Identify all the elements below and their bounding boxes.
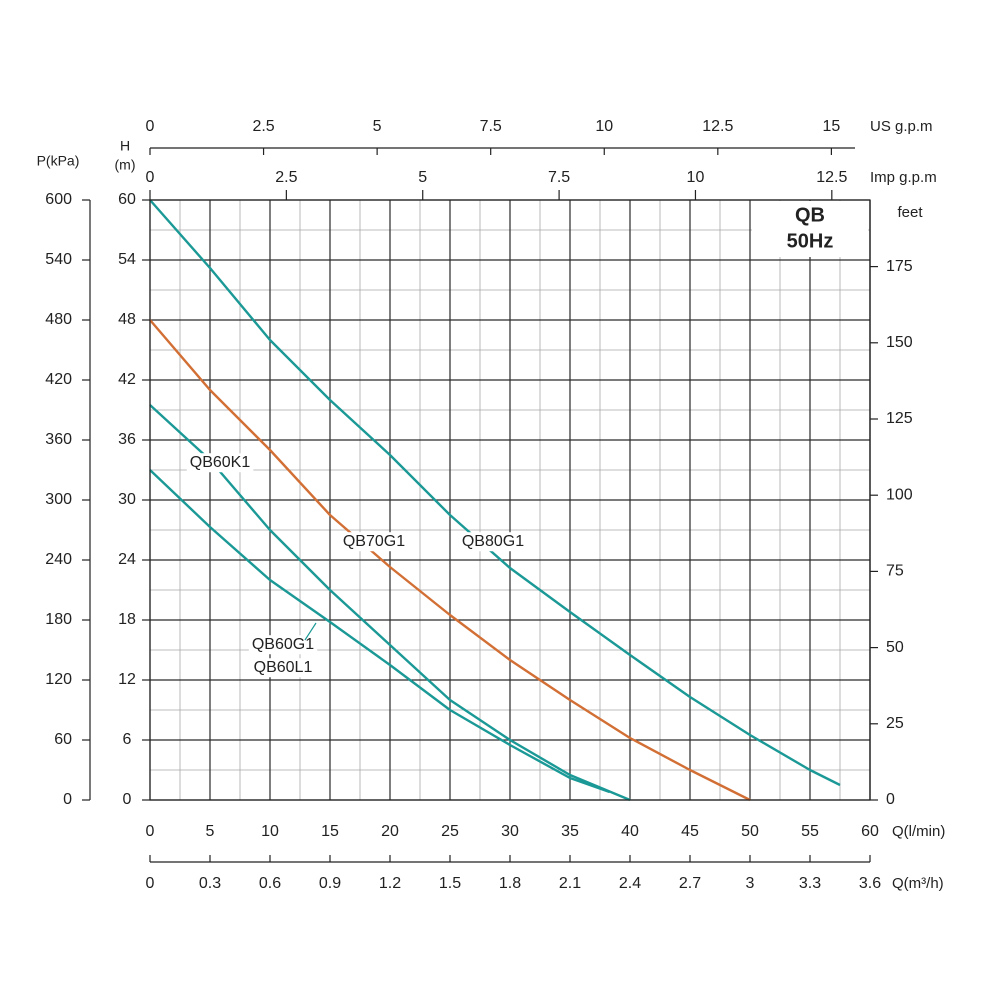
label-background: [250, 658, 316, 678]
axes: 0 5 10 15 20 25 30 35 40 45 50 55 600612182430364248…: [37, 118, 944, 892]
axis-tick-label: 50: [886, 639, 904, 656]
axis-tick-label: 0.6: [259, 875, 281, 892]
y-tick-label: 36: [118, 431, 136, 448]
curve-label: QB60K1: [190, 454, 251, 471]
axis-tick-label: 7.5: [548, 169, 570, 186]
chart-title: QB: [795, 204, 825, 226]
axis-title: Q(m³/h): [892, 875, 944, 892]
x-tick-label: 10: [261, 823, 279, 840]
x-tick-label: 45: [681, 823, 699, 840]
curve-label: QB70G1: [343, 533, 405, 550]
label-background: [248, 635, 318, 655]
grid: [149, 199, 871, 801]
curve-label: QB60L1: [254, 659, 313, 676]
chart-subtitle: 50Hz: [787, 230, 834, 252]
axis-title: P(kPa): [37, 153, 80, 169]
label-background: [339, 532, 409, 552]
axis-tick-label: 3.6: [859, 875, 881, 892]
x-tick-label: 60: [861, 823, 879, 840]
y-tick-label: 30: [118, 491, 136, 508]
y-tick-label: 42: [118, 371, 136, 388]
axis-tick-label: 12.5: [702, 118, 733, 135]
x-tick-label: 50: [741, 823, 759, 840]
y-tick-label: 18: [118, 611, 136, 628]
x-tick-label: 35: [561, 823, 579, 840]
axis-tick-label: 2.5: [275, 169, 297, 186]
axis-tick-label: 2.4: [619, 875, 641, 892]
axis-tick-label: 240: [45, 551, 72, 568]
axis-tick-label: 12.5: [816, 169, 847, 186]
y-tick-label: 6: [123, 731, 132, 748]
y-tick-label: 60: [118, 191, 136, 208]
x-tick-label: 15: [321, 823, 339, 840]
axis-tick-label: 420: [45, 371, 72, 388]
axis-tick-label: 120: [45, 671, 72, 688]
axis-tick-label: 0.9: [319, 875, 341, 892]
axis-title: US g.p.m: [870, 118, 933, 135]
axis-tick-label: 0: [146, 169, 155, 186]
x-tick-label: 55: [801, 823, 819, 840]
curve-label: QB60G1: [252, 636, 314, 653]
x-tick-label: 5: [206, 823, 215, 840]
axis-tick-label: 3: [746, 875, 755, 892]
y-tick-label: 48: [118, 311, 136, 328]
axis-tick-label: 0: [146, 875, 155, 892]
axis-tick-label: 10: [687, 169, 705, 186]
axis-tick-label: 360: [45, 431, 72, 448]
axis-tick-label: 10: [595, 118, 613, 135]
axis-tick-label: 540: [45, 251, 72, 268]
leader-line: [304, 622, 317, 641]
axis-tick-label: 25: [886, 715, 904, 732]
y-axis-title: H: [120, 138, 130, 154]
axis-tick-label: 3.3: [799, 875, 821, 892]
x-axis-title: Q(l/min): [892, 823, 945, 840]
curve: [149, 319, 751, 802]
curve: [149, 404, 631, 802]
axis-tick-label: 150: [886, 334, 913, 351]
axis-tick-label: 180: [45, 611, 72, 628]
axis-tick-label: 0: [886, 791, 895, 808]
axis-tick-label: 175: [886, 258, 913, 275]
x-tick-label: 0: [146, 823, 155, 840]
x-tick-label: 30: [501, 823, 519, 840]
axis-tick-label: 600: [45, 191, 72, 208]
curves: QB80G1 QB70G1 QB60K1 QB60G1 QB60L1: [149, 199, 841, 802]
axis-tick-label: 7.5: [480, 118, 502, 135]
axis-tick-label: 15: [822, 118, 840, 135]
axis-tick-label: 2.1: [559, 875, 581, 892]
x-tick-label: 20: [381, 823, 399, 840]
axis-tick-label: 5: [373, 118, 382, 135]
axis-tick-label: 0.3: [199, 875, 221, 892]
label-background: [186, 453, 254, 473]
x-tick-label: 25: [441, 823, 459, 840]
axis-tick-label: 125: [886, 410, 913, 427]
axis-tick-label: 1.2: [379, 875, 401, 892]
axis-tick-label: 1.5: [439, 875, 461, 892]
axis-tick-label: 1.8: [499, 875, 521, 892]
curve-label: QB80G1: [462, 533, 524, 550]
y-tick-label: 0: [123, 791, 132, 808]
curve: [149, 469, 610, 794]
title-box: [752, 201, 868, 257]
axis-tick-label: 300: [45, 491, 72, 508]
axis-tick-label: 100: [886, 486, 913, 503]
axis-tick-label: 0: [63, 791, 72, 808]
axis-tick-label: 5: [418, 169, 427, 186]
axis-title: Imp g.p.m: [870, 169, 937, 186]
x-tick-label: 40: [621, 823, 639, 840]
axis-tick-label: 2.7: [679, 875, 701, 892]
axis-tick-label: 480: [45, 311, 72, 328]
axis-title: feet: [897, 204, 923, 221]
curve: [149, 199, 841, 787]
axis-tick-label: 75: [886, 563, 904, 580]
y-tick-label: 54: [118, 251, 136, 268]
axis-tick-label: 0: [146, 118, 155, 135]
axis-tick-label: 60: [54, 731, 72, 748]
label-background: [458, 532, 528, 552]
y-tick-label: 24: [118, 551, 136, 568]
y-axis-unit: (m): [115, 157, 136, 173]
y-tick-label: 12: [118, 671, 136, 688]
axis-tick-label: 2.5: [252, 118, 274, 135]
